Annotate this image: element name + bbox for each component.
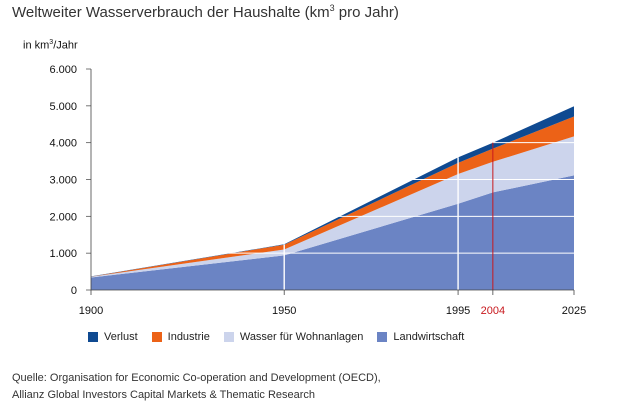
- legend-swatch: [223, 332, 234, 342]
- legend-item: Industrie: [151, 331, 210, 343]
- x-tick-label: 2004: [481, 305, 505, 317]
- y-tick-label: 0: [71, 285, 77, 297]
- y-tick-label: 1.000: [49, 248, 77, 260]
- chart-title-tail: pro Jahr): [334, 4, 399, 21]
- y-tick-label: 6.000: [49, 64, 77, 76]
- y-tick-label: 5.000: [49, 101, 77, 113]
- y-axis-unit-post: /Jahr: [53, 39, 78, 52]
- legend-swatch: [377, 332, 388, 342]
- x-tick-label: 1995: [446, 305, 470, 317]
- legend-label: Verlust: [104, 331, 138, 343]
- legend-swatch: [88, 332, 98, 342]
- chart-title: Weltweiter Wasserverbrauch der Haushalte…: [12, 3, 399, 21]
- legend-label: Industrie: [167, 331, 210, 343]
- legend-item: Landwirtschaft: [377, 331, 464, 343]
- chart-title-superscript: 3: [329, 3, 335, 13]
- y-tick-label: 2.000: [49, 211, 77, 223]
- x-tick-label: 1950: [272, 305, 296, 317]
- y-axis-unit-pre: in km: [23, 39, 50, 52]
- source-note: Quelle: Organisation for Economic Co-ope…: [12, 370, 381, 404]
- legend-swatch: [151, 332, 162, 342]
- x-tick-label: 1900: [79, 305, 103, 317]
- area-landwirtschaft: [91, 175, 574, 290]
- legend-label: Wasser für Wohnanlagen: [239, 331, 364, 343]
- legend-label: Landwirtschaft: [393, 331, 465, 343]
- y-axis-unit-superscript: 3: [49, 39, 54, 46]
- y-tick-label: 4.000: [49, 138, 77, 150]
- legend-item: Wasser für Wohnanlagen: [223, 331, 364, 343]
- y-tick-label: 3.000: [49, 175, 77, 187]
- chart-legend: Verlust Industrie Wasser für Wohnanlagen La…: [88, 331, 478, 343]
- area-chart: 0 1.000 2.000 3.000 4.000 5.000 6.000 1900 1950 1…: [49, 64, 586, 317]
- source-line-1: Quelle: Organisation for Economic Co-ope…: [12, 372, 381, 384]
- x-tick-label: 2025: [562, 305, 586, 317]
- chart-title-main: Weltweiter Wasserverbrauch der Haushalte…: [12, 4, 330, 21]
- legend-item: Verlust: [88, 331, 138, 343]
- y-axis-unit: in km3/Jahr: [23, 39, 78, 52]
- source-line-2: Allianz Global Investors Capital Markets…: [12, 389, 316, 401]
